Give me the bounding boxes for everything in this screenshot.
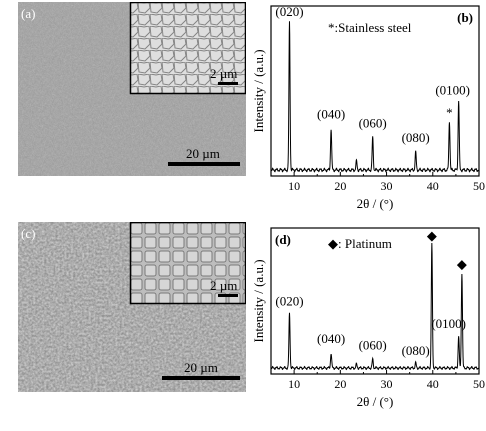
main-scale-text-a: 20 µm <box>186 146 220 161</box>
peak-label: (020) <box>275 4 303 19</box>
peak-label: (0100) <box>435 82 470 97</box>
panel-label: (d) <box>275 232 291 247</box>
sem-image-c: (c) 2 µm 20 µm <box>18 222 246 392</box>
x-tick-label: 50 <box>473 377 485 391</box>
inset-scale-bar-c <box>218 294 238 297</box>
plot-frame <box>270 5 480 177</box>
legend-text: *:Stainless steel <box>328 20 412 35</box>
x-tick-label: 40 <box>427 377 439 391</box>
panel-label-c: (c) <box>21 226 36 241</box>
x-tick-label: 40 <box>427 179 439 193</box>
peak-label: (0100) <box>431 316 466 331</box>
x-axis-label: 2θ / (°) <box>357 394 394 409</box>
y-axis-label: Intensity / (a.u.) <box>251 49 266 132</box>
y-axis-label: Intensity / (a.u.) <box>251 259 266 342</box>
sem-inset-a <box>129 2 246 95</box>
xrd-pattern-line <box>270 21 480 173</box>
panel-label-a: (a) <box>21 6 36 21</box>
peak-label: ◆ <box>457 257 467 272</box>
x-tick-label: 30 <box>381 179 393 193</box>
x-tick-label: 10 <box>288 179 300 193</box>
main-scale-bar-a <box>168 162 240 166</box>
peak-label: (060) <box>359 115 387 130</box>
xrd-chart-b: 10 20 30 40 50 (020) (040) (060) (080) * (0100) *:S… <box>251 4 485 211</box>
xrd-chart-d: 10 20 30 40 50 (020) (040) (060) (080) ◆ (0100) ◆ ◆:… <box>251 227 485 409</box>
sem-texture-c <box>18 222 246 392</box>
inset-scale-bar-a <box>218 82 238 85</box>
xrd-pattern-line <box>270 243 480 371</box>
x-tick-label: 50 <box>473 179 485 193</box>
legend-text: ◆: Platinum <box>328 236 392 251</box>
panel-label: (b) <box>457 10 473 25</box>
x-tick-label: 30 <box>381 377 393 391</box>
peak-label: (060) <box>359 337 387 352</box>
x-tick-label: 20 <box>334 377 346 391</box>
x-tick-label: 20 <box>334 179 346 193</box>
peak-label: * <box>446 105 453 120</box>
sem-image-a: (a) 2 µm 20 µm <box>18 2 246 176</box>
peak-label: ◆ <box>427 228 437 243</box>
peak-label: (040) <box>317 107 345 122</box>
peak-label: (080) <box>402 343 430 358</box>
main-scale-text-c: 20 µm <box>184 360 218 375</box>
inset-scale-text-a: 2 µm <box>210 66 238 81</box>
peak-label: (040) <box>317 331 345 346</box>
sem-inset-c <box>129 222 246 305</box>
main-scale-bar-c <box>162 376 240 380</box>
peak-label: (080) <box>402 130 430 145</box>
x-axis-label: 2θ / (°) <box>357 196 394 211</box>
peak-label: (020) <box>275 293 303 308</box>
plot-frame <box>270 227 480 375</box>
inset-scale-text-c: 2 µm <box>210 278 238 293</box>
sem-texture-a <box>18 2 246 176</box>
x-tick-label: 10 <box>288 377 300 391</box>
